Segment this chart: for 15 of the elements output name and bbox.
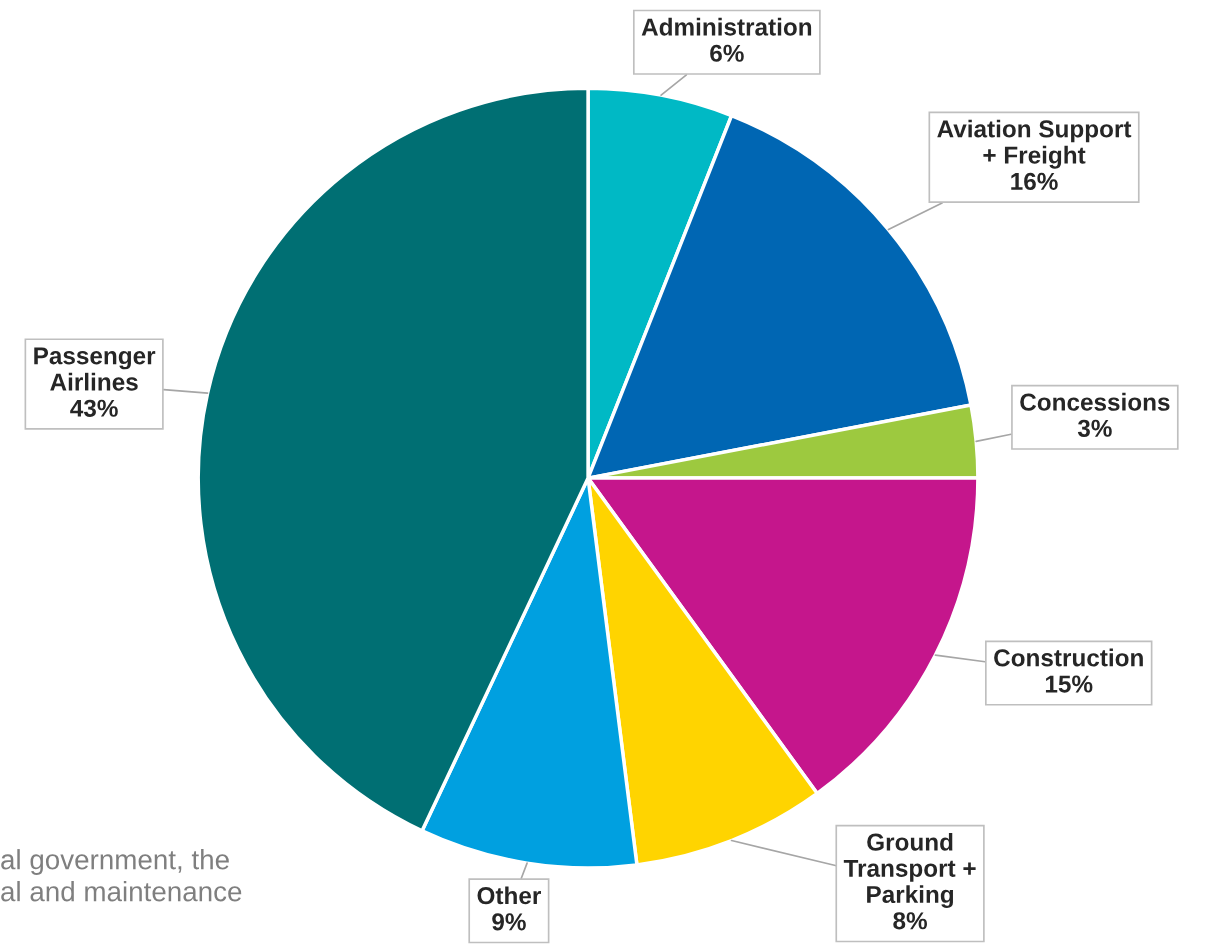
slice-label: Ground Transport + Parking <box>843 832 976 908</box>
data-label: 8% <box>893 912 927 930</box>
slice-label: Administration <box>641 17 812 36</box>
data-label: 3% <box>1077 419 1112 437</box>
slice-label: Aviation Support + Freight <box>937 119 1132 169</box>
data-label: 43% <box>70 399 118 417</box>
slice-label: Construction <box>994 648 1143 667</box>
data-label: 16% <box>1011 172 1058 191</box>
slice-label: Concessions <box>1020 392 1170 411</box>
data-label: 15% <box>1045 675 1093 693</box>
data-label: 6% <box>710 44 744 62</box>
text: al government, the al and maintenance <box>1 849 242 902</box>
slice-label: Passenger Airlines <box>34 347 156 391</box>
slice-label: Other <box>477 886 541 905</box>
data-label: 9% <box>492 913 526 931</box>
